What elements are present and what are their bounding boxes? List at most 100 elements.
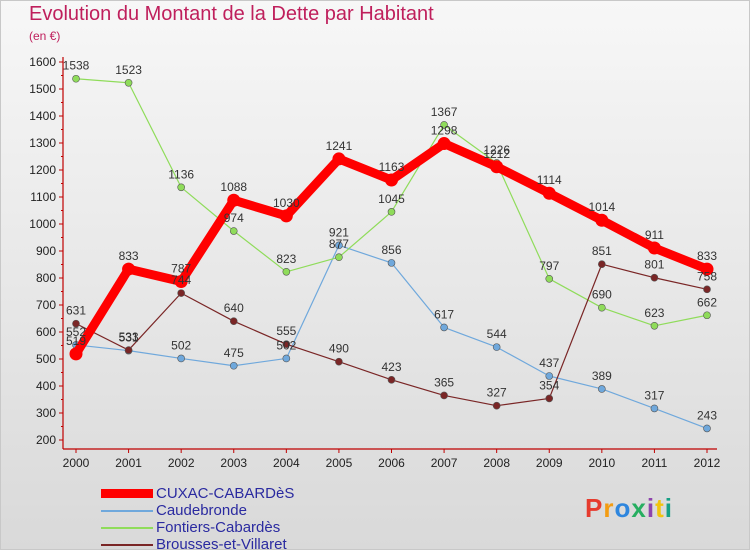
data-label: 851	[592, 244, 612, 258]
data-point	[387, 259, 396, 267]
data-point	[598, 260, 606, 269]
data-point	[545, 372, 554, 380]
data-label: 787	[171, 262, 191, 276]
data-label: 354	[539, 378, 559, 392]
logo-letter: t	[655, 493, 665, 523]
legend: CUXAC-CABARDèS Caudebronde Fontiers-Cabard…	[101, 485, 294, 553]
logo-letter: i	[664, 493, 673, 523]
y-tick-label: 1600	[29, 55, 56, 69]
data-point	[124, 78, 133, 87]
x-tick-label: 2002	[168, 456, 195, 470]
data-point	[177, 289, 185, 297]
y-tick-label: 200	[36, 433, 56, 447]
y-tick-label: 900	[36, 244, 56, 258]
data-label: 1114	[537, 173, 562, 187]
data-label: 365	[434, 375, 454, 389]
data-point	[647, 241, 661, 255]
legend-swatch	[101, 489, 153, 498]
logo-letter: x	[631, 493, 647, 523]
data-label: 856	[381, 243, 401, 257]
legend-item: CUXAC-CABARDèS	[101, 485, 294, 502]
data-label: 1367	[431, 105, 458, 119]
legend-item: Brousses-et-Villaret	[101, 536, 294, 553]
chart-subtitle: (en €)	[29, 29, 61, 43]
data-label: 1226	[483, 143, 510, 157]
legend-swatch	[101, 526, 153, 529]
data-label: 317	[644, 388, 664, 402]
data-label: 877	[329, 237, 349, 251]
data-point	[174, 275, 188, 289]
logo-letter: r	[603, 493, 615, 523]
data-label: 531	[119, 331, 139, 345]
data-point	[229, 317, 238, 326]
data-label: 623	[644, 306, 664, 320]
data-label: 490	[329, 342, 349, 356]
data-label: 1163	[379, 160, 405, 174]
x-tick-label: 2007	[431, 456, 458, 470]
data-point	[229, 361, 238, 370]
data-label: 1212	[483, 147, 510, 161]
data-point	[177, 354, 185, 363]
data-point	[440, 391, 448, 400]
y-tick-label: 600	[36, 325, 56, 339]
data-point	[703, 311, 711, 320]
legend-label: CUXAC-CABARDèS	[156, 485, 295, 502]
data-point	[229, 227, 238, 235]
y-tick-label: 700	[36, 298, 56, 312]
data-point	[650, 273, 659, 282]
data-label: 1045	[378, 192, 405, 206]
data-point	[122, 262, 136, 276]
data-label: 801	[644, 258, 664, 272]
chart-title: Evolution du Montant de la Dette par Hab…	[29, 3, 434, 25]
data-label: 243	[697, 408, 717, 422]
data-label: 1538	[63, 59, 90, 73]
logo-letter: i	[646, 493, 656, 523]
data-label: 555	[276, 324, 296, 338]
y-tick-label: 1000	[29, 217, 56, 231]
data-label: 662	[697, 295, 717, 309]
logo-letter: P	[585, 493, 604, 523]
data-label: 921	[329, 225, 349, 239]
data-label: 1523	[115, 63, 142, 77]
data-point	[440, 121, 448, 129]
x-tick-label: 2009	[536, 456, 563, 470]
data-label: 797	[539, 259, 559, 273]
x-tick-label: 2010	[588, 456, 615, 470]
data-label: 1298	[431, 124, 458, 138]
x-tick-label: 2003	[220, 456, 247, 470]
data-label: 631	[66, 304, 86, 318]
y-tick-label: 500	[36, 352, 56, 366]
legend-item: Fontiers-Cabardès	[101, 519, 294, 536]
data-point	[282, 354, 291, 363]
data-point	[700, 262, 714, 276]
data-point	[650, 321, 659, 330]
data-point	[335, 253, 343, 262]
data-label: 437	[539, 356, 559, 370]
data-point	[69, 347, 83, 361]
data-point	[282, 267, 291, 276]
data-label: 423	[381, 360, 401, 374]
x-tick-label: 2000	[63, 456, 90, 470]
data-point	[177, 183, 185, 192]
data-label: 502	[171, 338, 191, 352]
x-tick-label: 2006	[378, 456, 405, 470]
data-point	[282, 340, 291, 348]
data-point	[492, 401, 501, 410]
data-point	[124, 346, 133, 354]
data-point	[703, 285, 711, 294]
data-label: 1014	[588, 200, 615, 214]
logo-letter: o	[614, 493, 632, 523]
y-tick-label: 1300	[29, 136, 56, 150]
data-point	[598, 303, 606, 312]
data-point	[437, 137, 451, 151]
x-tick-label: 2005	[326, 456, 353, 470]
x-tick-label: 2008	[483, 456, 510, 470]
data-point	[545, 275, 554, 283]
data-point	[542, 186, 556, 200]
data-label: 327	[487, 386, 507, 400]
data-label: 533	[119, 330, 139, 344]
data-label: 744	[171, 273, 191, 287]
data-point	[335, 241, 343, 250]
